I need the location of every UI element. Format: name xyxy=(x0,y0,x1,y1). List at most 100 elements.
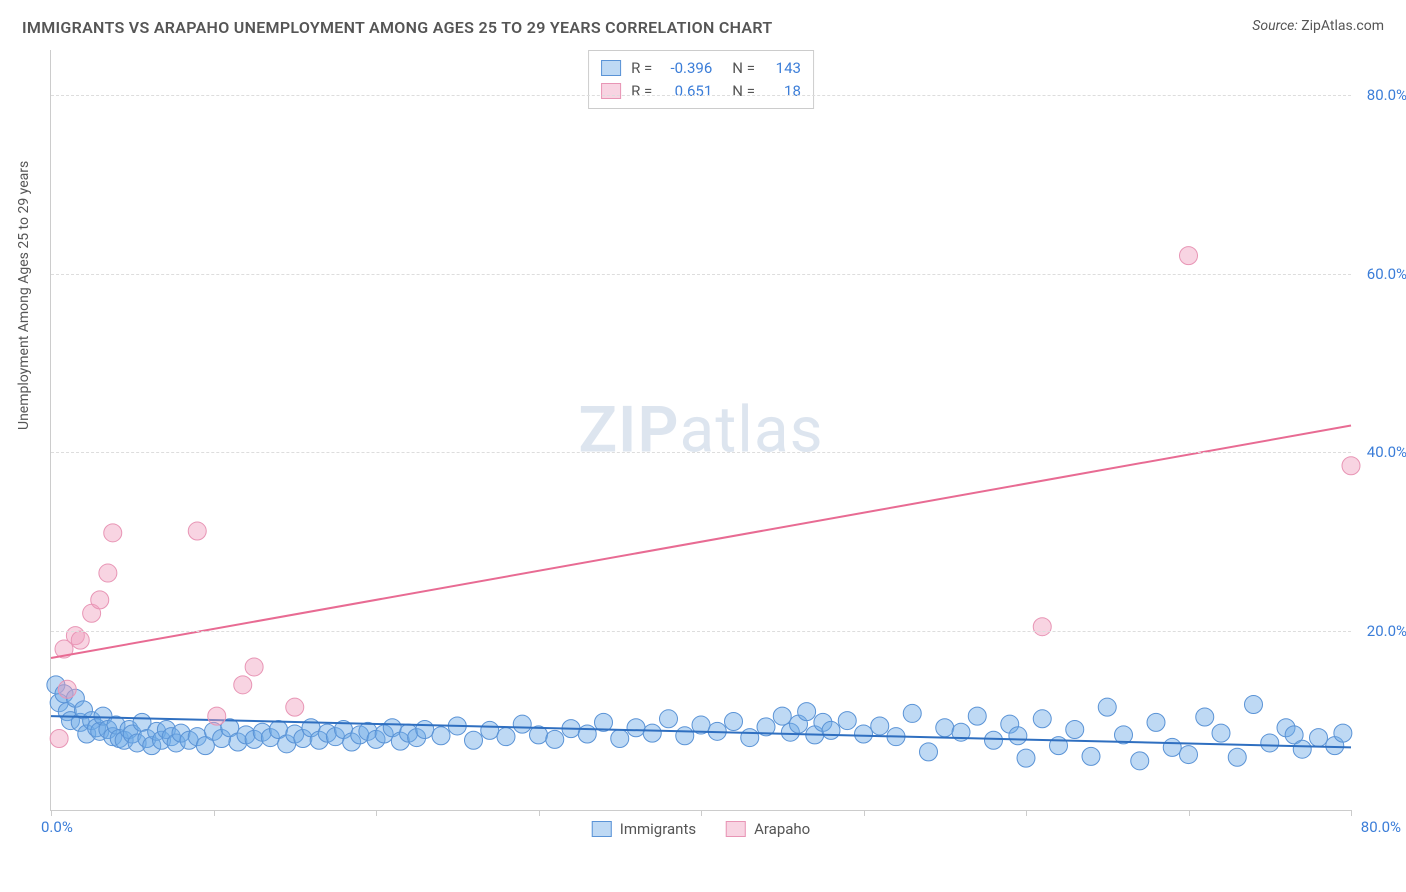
scatter-point xyxy=(985,731,1003,749)
scatter-point xyxy=(1180,247,1198,265)
scatter-point xyxy=(497,728,515,746)
legend-item: Immigrants xyxy=(592,820,696,838)
scatter-point xyxy=(1098,698,1116,716)
scatter-point xyxy=(1212,724,1230,742)
trend-line xyxy=(51,426,1351,658)
x-tick xyxy=(864,810,865,816)
scatter-point xyxy=(968,707,986,725)
plot-area: ZIPatlas R =-0.396N =143R =0.651N =18 0.… xyxy=(50,50,1351,811)
scatter-point xyxy=(546,730,564,748)
stats-row: R = 0.651 N = 18 xyxy=(601,80,801,103)
scatter-point xyxy=(643,724,661,742)
scatter-point xyxy=(611,729,629,747)
y-tick-label: 60.0% xyxy=(1357,265,1406,283)
scatter-point xyxy=(822,721,840,739)
source-label: Source: xyxy=(1252,18,1297,34)
legend-swatch xyxy=(592,821,612,837)
legend-label: Arapaho xyxy=(754,820,810,838)
scatter-point xyxy=(188,522,206,540)
scatter-point xyxy=(286,698,304,716)
source-value: ZipAtlas.com xyxy=(1301,18,1384,34)
scatter-point xyxy=(416,721,434,739)
scatter-point xyxy=(58,680,76,698)
scatter-point xyxy=(1066,721,1084,739)
gridline xyxy=(51,631,1351,632)
r-label: R = xyxy=(631,57,652,80)
scatter-point xyxy=(1163,738,1181,756)
r-label: R = xyxy=(631,80,652,103)
x-tick xyxy=(1189,810,1190,816)
scatter-point xyxy=(245,658,263,676)
scatter-point xyxy=(871,717,889,735)
x-tick xyxy=(1026,810,1027,816)
scatter-point xyxy=(50,729,68,747)
scatter-point xyxy=(234,676,252,694)
scatter-point xyxy=(1017,749,1035,767)
x-origin-label: 0.0% xyxy=(41,818,73,836)
scatter-point xyxy=(465,731,483,749)
scatter-point xyxy=(1228,748,1246,766)
scatter-point xyxy=(1180,746,1198,764)
scatter-point xyxy=(741,729,759,747)
scatter-point xyxy=(627,719,645,737)
plot-svg xyxy=(51,50,1351,810)
scatter-point xyxy=(1293,740,1311,758)
scatter-point xyxy=(798,703,816,721)
n-value: 143 xyxy=(765,57,801,80)
y-tick-label: 80.0% xyxy=(1357,86,1406,104)
scatter-point xyxy=(773,707,791,725)
scatter-point xyxy=(513,715,531,733)
x-tick xyxy=(701,810,702,816)
chart-title: IMMIGRANTS VS ARAPAHO UNEMPLOYMENT AMONG… xyxy=(22,18,772,37)
scatter-point xyxy=(1245,695,1263,713)
legend-swatch xyxy=(726,821,746,837)
scatter-point xyxy=(660,710,678,728)
scatter-point xyxy=(578,725,596,743)
gridline xyxy=(51,452,1351,453)
source-attribution: Source: ZipAtlas.com xyxy=(1252,18,1384,34)
scatter-point xyxy=(903,704,921,722)
legend-item: Arapaho xyxy=(726,820,810,838)
r-value: 0.651 xyxy=(662,80,712,103)
scatter-point xyxy=(1082,747,1100,765)
x-tick xyxy=(214,810,215,816)
scatter-point xyxy=(838,712,856,730)
n-label: N = xyxy=(732,57,755,80)
r-value: -0.396 xyxy=(662,57,712,80)
scatter-point xyxy=(1261,734,1279,752)
scatter-point xyxy=(920,743,938,761)
scatter-point xyxy=(432,727,450,745)
legend-swatch xyxy=(601,83,621,99)
n-label: N = xyxy=(732,80,755,103)
legend-label: Immigrants xyxy=(620,820,696,838)
scatter-point xyxy=(91,591,109,609)
scatter-point xyxy=(1147,713,1165,731)
x-tick xyxy=(539,810,540,816)
scatter-point xyxy=(1033,618,1051,636)
y-tick-label: 40.0% xyxy=(1357,443,1406,461)
scatter-point xyxy=(1033,710,1051,728)
scatter-point xyxy=(104,524,122,542)
x-tick xyxy=(376,810,377,816)
legend-swatch xyxy=(601,60,621,76)
series-legend: Immigrants Arapaho xyxy=(592,820,810,838)
x-tick xyxy=(1351,810,1352,816)
chart-container: IMMIGRANTS VS ARAPAHO UNEMPLOYMENT AMONG… xyxy=(0,0,1406,892)
scatter-point xyxy=(1334,724,1352,742)
scatter-point xyxy=(71,631,89,649)
stats-legend: R = -0.396 N = 143 R = 0.651 N = 18 xyxy=(588,50,814,109)
scatter-point xyxy=(676,727,694,745)
x-max-label: 80.0% xyxy=(1361,818,1401,836)
scatter-point xyxy=(208,707,226,725)
scatter-point xyxy=(1310,729,1328,747)
scatter-point xyxy=(855,725,873,743)
gridline xyxy=(51,95,1351,96)
y-axis-label: Unemployment Among Ages 25 to 29 years xyxy=(16,161,32,430)
scatter-point xyxy=(99,564,117,582)
stats-row: R = -0.396 N = 143 xyxy=(601,57,801,80)
y-tick-label: 20.0% xyxy=(1357,622,1406,640)
scatter-point xyxy=(481,721,499,739)
n-value: 18 xyxy=(765,80,801,103)
gridline xyxy=(51,274,1351,275)
scatter-point xyxy=(1196,708,1214,726)
